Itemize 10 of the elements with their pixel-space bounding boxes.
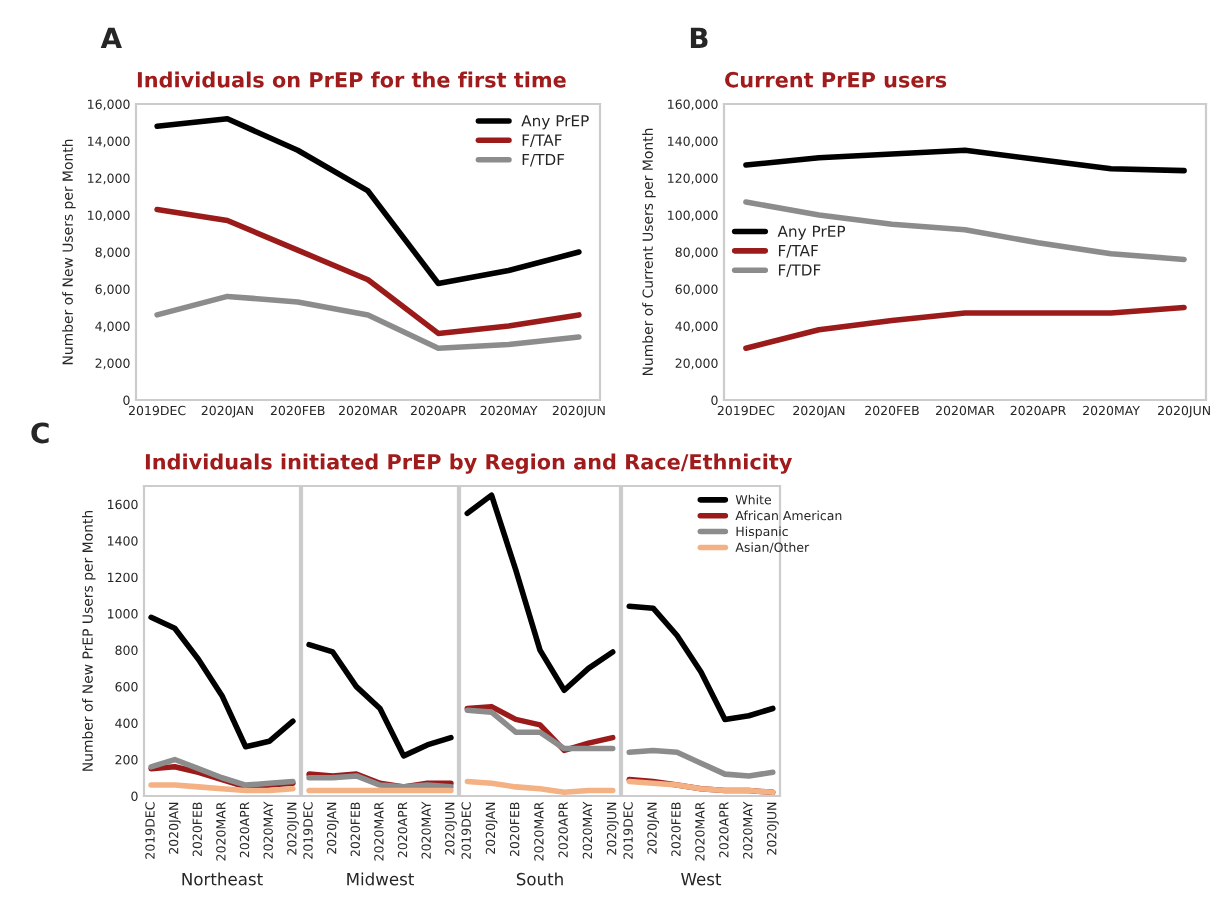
x-axis-title: West <box>681 873 722 886</box>
text: C <box>31 422 49 444</box>
text: B <box>690 27 708 48</box>
chart-title: Individuals on PrEP for the first time <box>137 71 566 88</box>
text: A <box>100 27 122 48</box>
x-axis-title: South <box>516 872 563 886</box>
chart-title: Current PrEP users <box>725 71 947 88</box>
text: Individuals initiated PrEP by Region and Race/Ethnicity <box>145 453 793 474</box>
x-axis-title: Northeast <box>182 872 263 886</box>
x-axis-title: Midwest <box>347 872 414 886</box>
